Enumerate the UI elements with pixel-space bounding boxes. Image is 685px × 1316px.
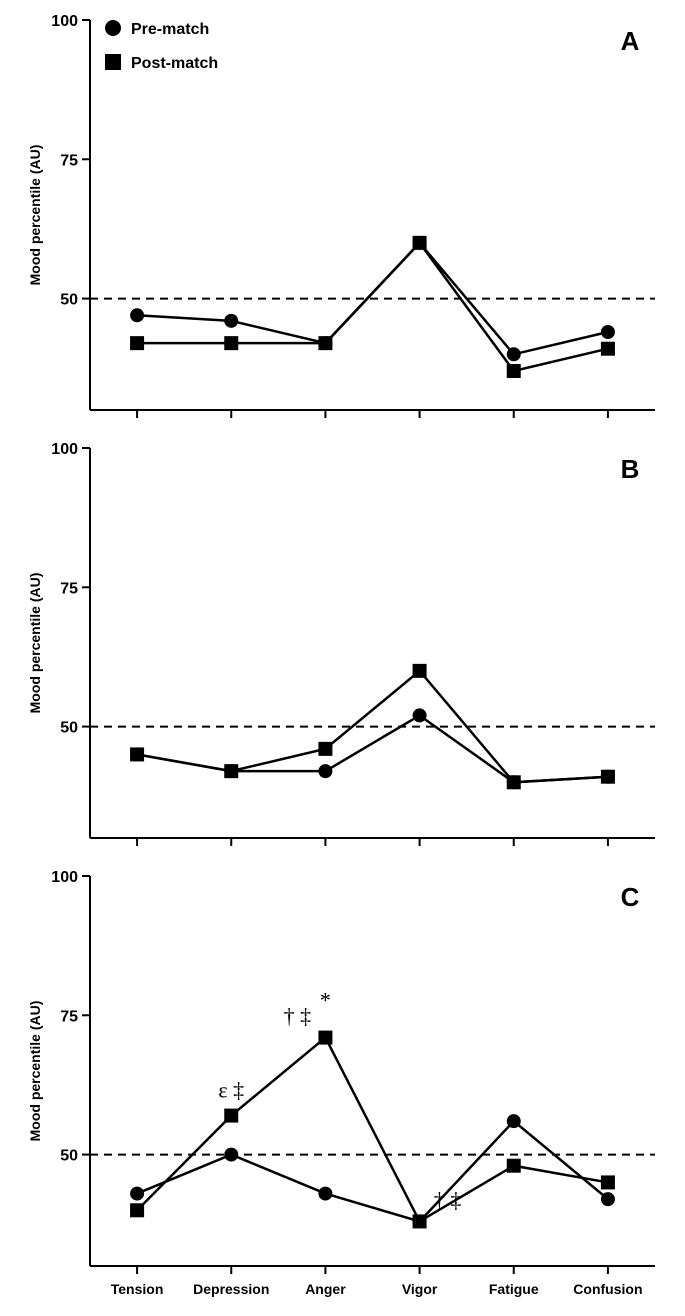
panel-C: 50 75 100 Tension Depression Anger Vigor Fatigu… [27, 869, 655, 1297]
pre-match-marker [507, 347, 521, 361]
pre-match-marker [224, 1148, 238, 1162]
panel-label: B [621, 454, 640, 484]
annotation: * [320, 988, 331, 1013]
legend-label: Pre-match [131, 21, 209, 38]
post-match-marker [130, 1203, 144, 1217]
pre-match-marker [507, 1114, 521, 1128]
y-tick-label: 50 [60, 1148, 78, 1165]
pre-match-line [137, 715, 608, 782]
annotation: † ‡ [284, 1004, 312, 1029]
pre-match-marker [413, 708, 427, 722]
y-axis-label: Mood percentile (AU) [27, 145, 43, 286]
post-match-marker [413, 664, 427, 678]
x-tick-label: Tension [111, 1281, 164, 1297]
post-match-marker [601, 770, 615, 784]
post-match-marker [601, 1175, 615, 1189]
panel-label: C [621, 882, 640, 912]
post-match-marker [601, 342, 615, 356]
pre-match-marker [601, 325, 615, 339]
y-tick-label: 75 [60, 152, 78, 169]
post-match-marker [507, 1159, 521, 1173]
y-tick-label: 75 [60, 580, 78, 597]
panel-A: 50 75 100 Mood percentile (AU) A Pre-match Pos… [27, 13, 655, 418]
pre-match-marker [601, 1192, 615, 1206]
y-axis-label: Mood percentile (AU) [27, 573, 43, 714]
post-match-marker [413, 1214, 427, 1228]
chart-svg: 50 75 100 Mood percentile (AU) A Pre-match Pos… [10, 10, 675, 1306]
x-tick-label: Vigor [402, 1281, 438, 1297]
y-tick-label: 50 [60, 720, 78, 737]
legend-label: Post-match [131, 55, 218, 72]
y-axis-label: Mood percentile (AU) [27, 1001, 43, 1142]
post-match-marker [318, 1031, 332, 1045]
post-match-marker [130, 336, 144, 350]
post-match-marker [318, 336, 332, 350]
y-tick-label: 100 [51, 869, 78, 886]
post-match-marker [507, 364, 521, 378]
post-match-marker [507, 775, 521, 789]
annotation: † ‡ [434, 1187, 462, 1212]
legend-marker-circle [105, 20, 121, 36]
pre-match-marker [224, 314, 238, 328]
x-tick-label: Depression [193, 1281, 269, 1297]
pre-match-marker [130, 1187, 144, 1201]
post-match-marker [318, 742, 332, 756]
post-match-marker [224, 764, 238, 778]
pre-match-marker [318, 1187, 332, 1201]
x-tick-label: Confusion [573, 1281, 642, 1297]
pre-match-marker [318, 764, 332, 778]
post-match-marker [130, 747, 144, 761]
panel-label: A [621, 26, 640, 56]
post-match-marker [224, 1109, 238, 1123]
pre-match-line [137, 1121, 608, 1221]
figure: 50 75 100 Mood percentile (AU) A Pre-match Pos… [10, 10, 675, 1306]
panel-B: 50 75 100 Mood percentile (AU) B [27, 441, 655, 846]
post-match-marker [224, 336, 238, 350]
post-match-line [137, 243, 608, 371]
annotation: ε ‡ [218, 1078, 244, 1103]
pre-match-marker [130, 308, 144, 322]
y-tick-label: 50 [60, 292, 78, 309]
post-match-line [137, 1038, 608, 1222]
y-tick-label: 100 [51, 441, 78, 458]
post-match-marker [413, 236, 427, 250]
legend-marker-square [105, 54, 121, 70]
y-tick-label: 100 [51, 13, 78, 30]
x-tick-label: Fatigue [489, 1281, 539, 1297]
y-tick-label: 75 [60, 1008, 78, 1025]
x-tick-label: Anger [305, 1281, 346, 1297]
